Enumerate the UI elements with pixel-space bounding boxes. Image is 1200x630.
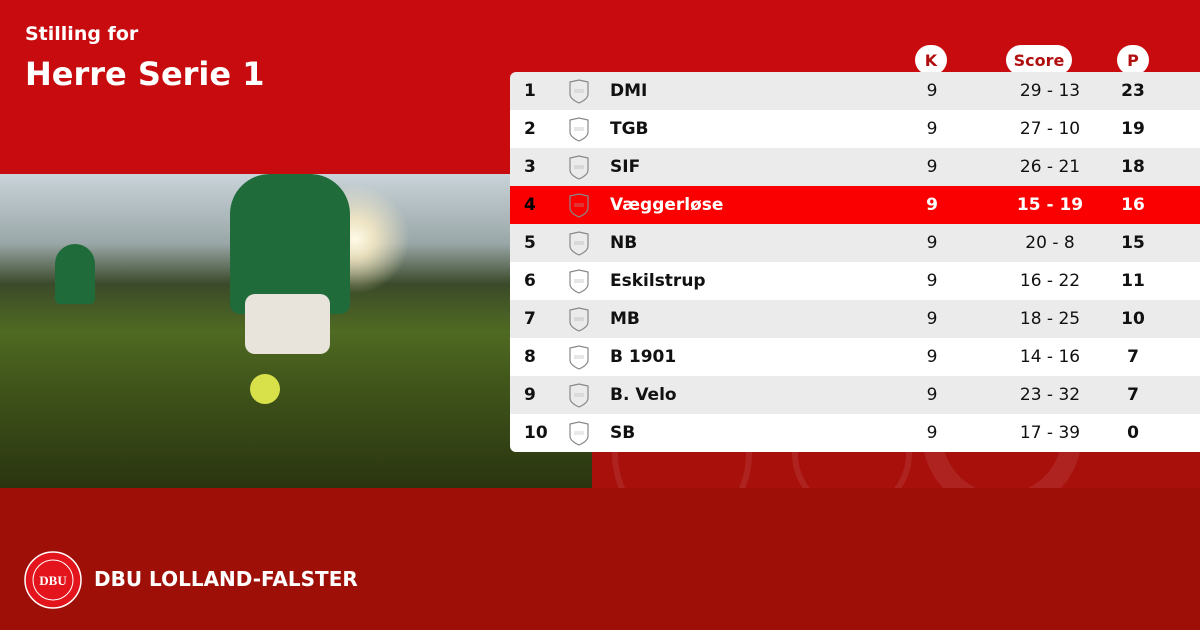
points: 19	[1121, 119, 1145, 139]
points: 0	[1127, 423, 1139, 443]
club-crest-icon	[569, 345, 589, 370]
player-shorts	[245, 294, 330, 354]
matches-played: 9	[926, 309, 938, 329]
points: 7	[1127, 347, 1139, 367]
position: 8	[524, 347, 536, 367]
standings-table: 1 DMI 9 29 - 13 23 2 TGB 9 27 - 10 19 3 SI…	[510, 72, 1200, 452]
position: 9	[524, 385, 536, 405]
goal-score: 23 - 32	[1019, 385, 1081, 405]
club-crest-icon	[569, 117, 589, 142]
position: 10	[524, 423, 548, 443]
goal-score: 26 - 21	[1019, 157, 1081, 177]
goal-score: 20 - 8	[1025, 233, 1075, 253]
team-name[interactable]: SIF	[610, 157, 641, 177]
matches-played: 9	[926, 385, 938, 405]
team-name[interactable]: DMI	[610, 81, 648, 101]
position: 4	[524, 195, 536, 215]
goal-score: 18 - 25	[1019, 309, 1081, 329]
table-row[interactable]: 4 Væggerløse 9 15 - 19 16	[510, 186, 1200, 224]
goal-score: 15 - 19	[1016, 195, 1084, 215]
table-row[interactable]: 3 SIF 9 26 - 21 18	[510, 148, 1200, 186]
matches-played: 9	[926, 157, 938, 177]
player	[230, 174, 350, 314]
column-header-score: Score	[1006, 45, 1072, 75]
dbu-logo: DBU	[24, 551, 82, 609]
matches-played: 9	[926, 423, 938, 443]
team-name[interactable]: TGB	[610, 119, 649, 139]
team-name[interactable]: Eskilstrup	[610, 271, 706, 291]
team-name[interactable]: B 1901	[610, 347, 677, 367]
matches-played: 9	[926, 233, 938, 253]
position: 1	[524, 81, 536, 101]
table-row[interactable]: 7 MB 9 18 - 25 10	[510, 300, 1200, 338]
club-crest-icon	[569, 79, 589, 104]
club-crest-icon	[569, 193, 589, 218]
goal-score: 14 - 16	[1019, 347, 1081, 367]
position: 3	[524, 157, 536, 177]
matches-played: 9	[926, 81, 938, 101]
club-crest-icon	[569, 307, 589, 332]
page-title: Herre Serie 1	[25, 55, 265, 93]
page-subtitle: Stilling for	[25, 23, 139, 45]
club-crest-icon	[569, 231, 589, 256]
club-crest-icon	[569, 155, 589, 180]
table-row[interactable]: 8 B 1901 9 14 - 16 7	[510, 338, 1200, 376]
team-name[interactable]: B. Velo	[610, 385, 677, 405]
column-header-p: P	[1117, 45, 1149, 75]
table-row[interactable]: 10 SB 9 17 - 39 0	[510, 414, 1200, 452]
goal-score: 16 - 22	[1019, 271, 1081, 291]
matches-played: 9	[926, 271, 938, 291]
football	[250, 374, 280, 404]
matches-played: 9	[926, 347, 938, 367]
points: 10	[1121, 309, 1145, 329]
team-name[interactable]: MB	[610, 309, 640, 329]
points: 11	[1121, 271, 1145, 291]
column-header-k: K	[915, 45, 947, 75]
team-name[interactable]: SB	[610, 423, 636, 443]
svg-text:DBU: DBU	[39, 573, 67, 588]
table-row[interactable]: 2 TGB 9 27 - 10 19	[510, 110, 1200, 148]
goal-score: 29 - 13	[1019, 81, 1081, 101]
football-photo	[0, 174, 592, 488]
points: 23	[1121, 81, 1145, 101]
player	[55, 244, 95, 304]
club-crest-icon	[569, 421, 589, 446]
matches-played: 9	[926, 195, 938, 215]
brand-name: DBU LOLLAND-FALSTER	[94, 567, 358, 591]
points: 18	[1121, 157, 1145, 177]
position: 7	[524, 309, 536, 329]
table-row[interactable]: 6 Eskilstrup 9 16 - 22 11	[510, 262, 1200, 300]
position: 5	[524, 233, 536, 253]
goal-score: 17 - 39	[1019, 423, 1081, 443]
points: 15	[1121, 233, 1145, 253]
team-name[interactable]: Væggerløse	[610, 195, 724, 215]
table-row[interactable]: 9 B. Velo 9 23 - 32 7	[510, 376, 1200, 414]
matches-played: 9	[926, 119, 938, 139]
position: 6	[524, 271, 536, 291]
team-name[interactable]: NB	[610, 233, 638, 253]
table-row[interactable]: 1 DMI 9 29 - 13 23	[510, 72, 1200, 110]
table-row[interactable]: 5 NB 9 20 - 8 15	[510, 224, 1200, 262]
club-crest-icon	[569, 269, 589, 294]
goal-score: 27 - 10	[1019, 119, 1081, 139]
club-crest-icon	[569, 383, 589, 408]
points: 7	[1127, 385, 1139, 405]
points: 16	[1121, 195, 1145, 215]
position: 2	[524, 119, 536, 139]
